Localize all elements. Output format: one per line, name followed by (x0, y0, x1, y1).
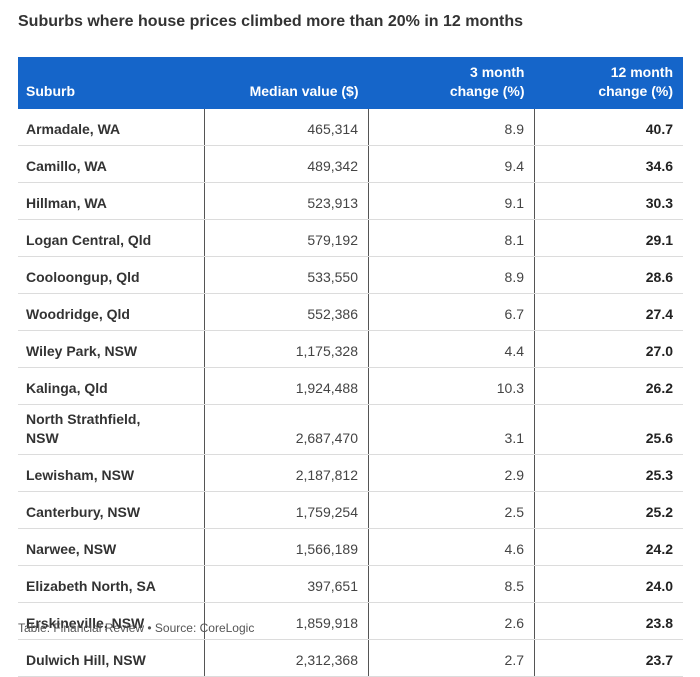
cell-median-value: 523,913 (204, 182, 369, 220)
cell-median-value: 1,924,488 (204, 367, 369, 405)
table-row: Dulwich Hill, NSW 2,312,368 2.7 23.7 (18, 639, 683, 677)
cell-median-value: 2,687,470 (204, 404, 369, 455)
cell-median-value: 2,312,368 (204, 639, 369, 677)
column-header-median-value: Median value ($) (204, 57, 369, 109)
cell-median-value: 397,651 (204, 565, 369, 603)
table-row: Narwee, NSW 1,566,189 4.6 24.2 (18, 528, 683, 566)
table-row: Logan Central, Qld 579,192 8.1 29.1 (18, 219, 683, 257)
table-row: Wiley Park, NSW 1,175,328 4.4 27.0 (18, 330, 683, 368)
cell-3-month-change: 6.7 (368, 293, 535, 331)
cell-median-value: 552,386 (204, 293, 369, 331)
cell-median-value: 489,342 (204, 145, 369, 183)
cell-median-value: 1,859,918 (204, 602, 369, 640)
cell-3-month-change: 2.6 (368, 602, 535, 640)
table-row: Elizabeth North, SA 397,651 8.5 24.0 (18, 565, 683, 603)
cell-median-value: 1,566,189 (204, 528, 369, 566)
cell-suburb: Camillo, WA (18, 145, 205, 183)
cell-suburb: Logan Central, Qld (18, 219, 205, 257)
cell-3-month-change: 3.1 (368, 404, 535, 455)
cell-12-month-change: 29.1 (534, 219, 683, 257)
cell-suburb: Elizabeth North, SA (18, 565, 205, 603)
column-header-3-month-change: 3 month change (%) (368, 57, 535, 109)
table-body: Armadale, WA 465,314 8.9 40.7 Camillo, WA 489… (18, 109, 683, 677)
cell-12-month-change: 25.2 (534, 491, 683, 529)
source-caption: Table: Financial Review • Source: CoreLo… (18, 621, 255, 635)
cell-suburb: Erskineville, NSW (18, 602, 205, 640)
cell-12-month-change: 28.6 (534, 256, 683, 294)
table-row: Cooloongup, Qld 533,550 8.9 28.6 (18, 256, 683, 294)
cell-3-month-change: 8.9 (368, 256, 535, 294)
cell-12-month-change: 25.3 (534, 454, 683, 492)
cell-12-month-change: 23.8 (534, 602, 683, 640)
cell-suburb: Canterbury, NSW (18, 491, 205, 529)
header-line: Median value ($) (249, 83, 359, 99)
table-header: Suburb Median value ($) 3 month change (… (18, 57, 683, 109)
cell-3-month-change: 8.5 (368, 565, 535, 603)
cell-12-month-change: 40.7 (534, 109, 683, 146)
cell-median-value: 533,550 (204, 256, 369, 294)
header-row: Suburb Median value ($) 3 month change (… (18, 57, 683, 109)
cell-12-month-change: 27.0 (534, 330, 683, 368)
cell-12-month-change: 23.7 (534, 639, 683, 677)
cell-12-month-change: 27.4 (534, 293, 683, 331)
cell-median-value: 465,314 (204, 109, 369, 146)
cell-3-month-change: 10.3 (368, 367, 535, 405)
cell-3-month-change: 8.9 (368, 109, 535, 146)
header-line: 12 month (610, 64, 673, 80)
cell-suburb: Hillman, WA (18, 182, 205, 220)
cell-3-month-change: 2.5 (368, 491, 535, 529)
cell-12-month-change: 24.2 (534, 528, 683, 566)
cell-median-value: 1,175,328 (204, 330, 369, 368)
cell-suburb: Wiley Park, NSW (18, 330, 205, 368)
cell-suburb: Kalinga, Qld (18, 367, 205, 405)
cell-3-month-change: 9.4 (368, 145, 535, 183)
cell-suburb: Armadale, WA (18, 109, 205, 146)
header-line: 3 month (470, 64, 525, 80)
table-row: Lewisham, NSW 2,187,812 2.9 25.3 (18, 454, 683, 492)
header-line: change (%) (598, 83, 673, 99)
cell-suburb: Dulwich Hill, NSW (18, 639, 205, 677)
table-row: North Strathfield, NSW 2,687,470 3.1 25.6 (18, 404, 683, 455)
column-header-suburb: Suburb (18, 57, 205, 109)
cell-12-month-change: 34.6 (534, 145, 683, 183)
table-title: Suburbs where house prices climbed more … (18, 13, 524, 30)
table-row: Woodridge, Qld 552,386 6.7 27.4 (18, 293, 683, 331)
table-row: Kalinga, Qld 1,924,488 10.3 26.2 (18, 367, 683, 405)
cell-suburb: Cooloongup, Qld (18, 256, 205, 294)
cell-12-month-change: 25.6 (534, 404, 683, 455)
cell-3-month-change: 9.1 (368, 182, 535, 220)
data-table: Suburb Median value ($) 3 month change (… (18, 57, 683, 677)
cell-3-month-change: 4.4 (368, 330, 535, 368)
cell-3-month-change: 2.9 (368, 454, 535, 492)
header-line: change (%) (449, 83, 525, 99)
cell-suburb: Lewisham, NSW (18, 454, 205, 492)
cell-median-value: 579,192 (204, 219, 369, 257)
cell-12-month-change: 24.0 (534, 565, 683, 603)
table-row: Erskineville, NSW 1,859,918 2.6 23.8 (18, 602, 683, 640)
table-row: Armadale, WA 465,314 8.9 40.7 (18, 109, 683, 146)
cell-median-value: 1,759,254 (204, 491, 369, 529)
table-row: Canterbury, NSW 1,759,254 2.5 25.2 (18, 491, 683, 529)
header-line: Suburb (26, 83, 75, 99)
cell-3-month-change: 4.6 (368, 528, 535, 566)
cell-3-month-change: 2.7 (368, 639, 535, 677)
cell-12-month-change: 26.2 (534, 367, 683, 405)
table-row: Camillo, WA 489,342 9.4 34.6 (18, 145, 683, 183)
cell-12-month-change: 30.3 (534, 182, 683, 220)
cell-suburb: Woodridge, Qld (18, 293, 205, 331)
cell-suburb: Narwee, NSW (18, 528, 205, 566)
cell-suburb: North Strathfield, NSW (18, 404, 205, 455)
table-row: Hillman, WA 523,913 9.1 30.3 (18, 182, 683, 220)
column-header-12-month-change: 12 month change (%) (534, 57, 683, 109)
cell-3-month-change: 8.1 (368, 219, 535, 257)
cell-median-value: 2,187,812 (204, 454, 369, 492)
